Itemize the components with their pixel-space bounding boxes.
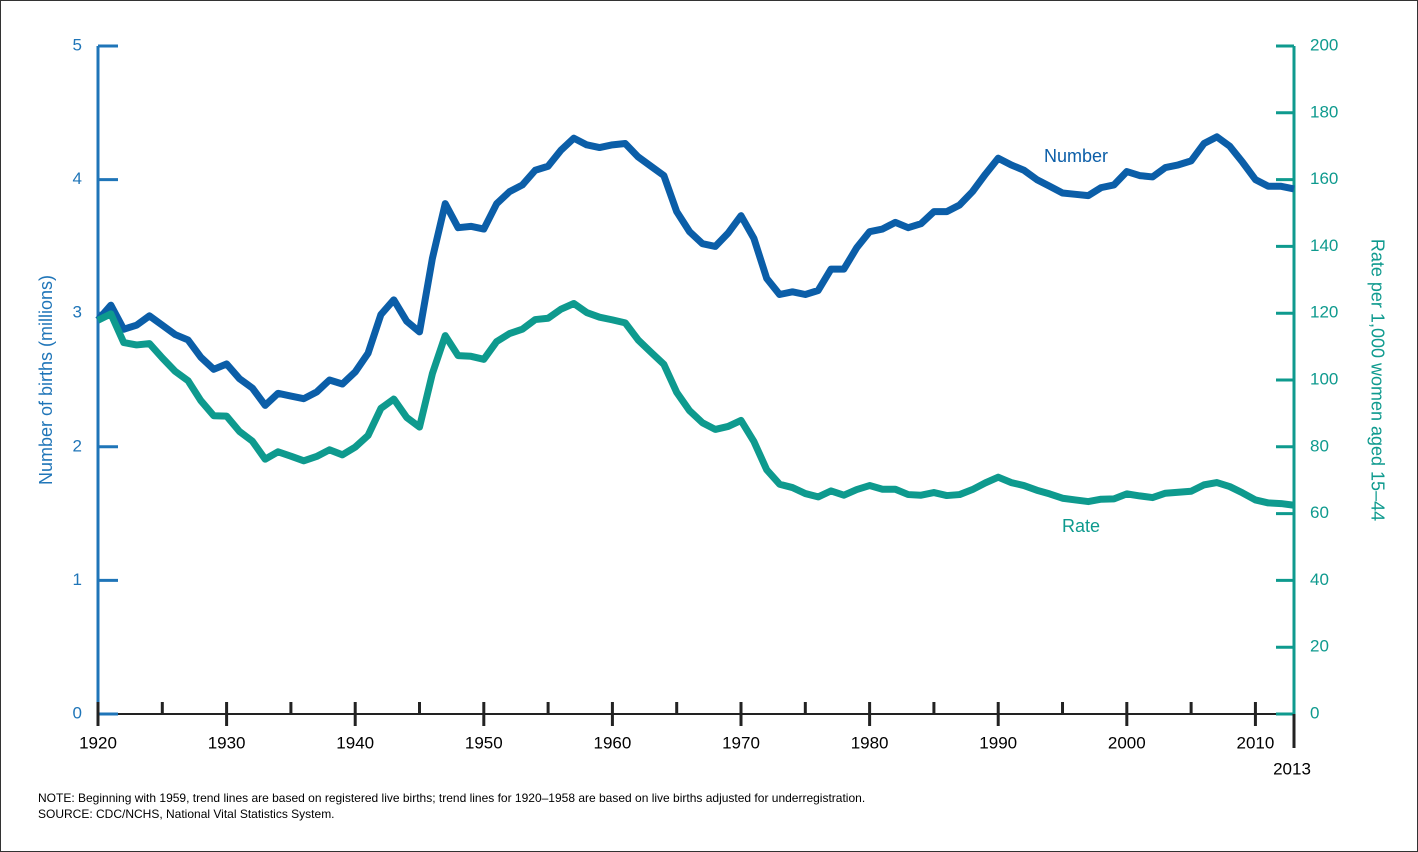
x-tick-label: 1940 [336,733,374,752]
y-axis-label: Number of births (millions) [36,275,56,485]
x-tick-label: 1930 [208,733,246,752]
series-line [95,133,1295,409]
y-tick-label: 2 [73,436,82,455]
series-annotation: Number [1044,146,1108,166]
y2-axis-label: Rate per 1,000 women aged 15–44 [1367,239,1387,521]
y2-tick-label: 200 [1310,35,1338,54]
x-tick-label: 2010 [1237,733,1275,752]
x-tick-label: 1920 [79,733,117,752]
y2-tick-label: 180 [1310,102,1338,121]
y2-tick-label: 20 [1310,637,1329,656]
x-tick-label: 2000 [1108,733,1146,752]
x-tick-label: 1950 [465,733,503,752]
y2-tick-label: 0 [1310,703,1319,722]
x-tick-label: 1970 [722,733,760,752]
y2-tick-label: 100 [1310,369,1338,388]
y2-tick-label: 160 [1310,169,1338,188]
y2-tick-label: 60 [1310,503,1329,522]
x-tick-label: 1990 [979,733,1017,752]
y-tick-label: 0 [73,703,82,722]
y-tick-label: 5 [73,35,82,54]
y-tick-label: 1 [73,570,82,589]
series-annotation: Rate [1062,516,1100,536]
y2-tick-label: 40 [1310,570,1329,589]
x-tick-label: 1960 [593,733,631,752]
x-tick-label: 2013 [1273,759,1311,778]
y-tick-label: 4 [73,169,82,188]
y2-tick-label: 120 [1310,303,1338,322]
y2-tick-label: 140 [1310,236,1338,255]
series-line [96,300,1295,509]
y-tick-label: 3 [73,303,82,322]
x-tick-label: 1980 [851,733,889,752]
y2-tick-label: 80 [1310,436,1329,455]
note: SOURCE: CDC/NCHS, National Vital Statist… [38,807,335,821]
note: NOTE: Beginning with 1959, trend lines a… [38,791,865,805]
